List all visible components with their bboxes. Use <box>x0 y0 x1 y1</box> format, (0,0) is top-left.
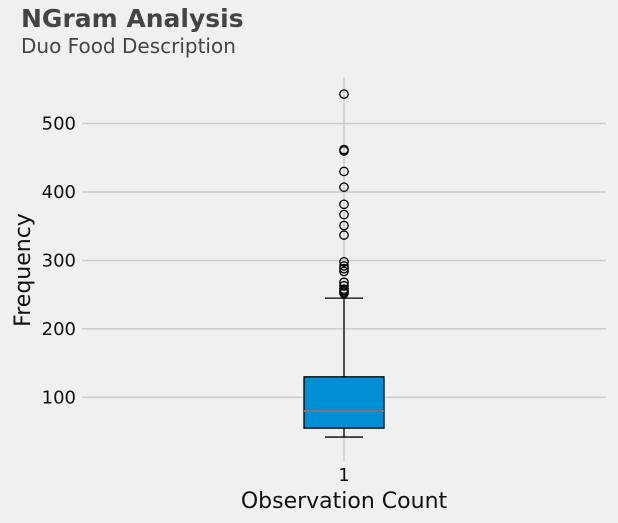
chart-subtitle: Duo Food Description <box>21 34 236 58</box>
chart-title: NGram Analysis <box>21 4 244 33</box>
outlier-point <box>339 199 349 210</box>
outlier-point <box>339 261 349 271</box>
iqr-box <box>303 376 385 429</box>
y-axis-label: Frequency <box>11 213 36 327</box>
outlier-point <box>339 277 349 288</box>
box-layer <box>303 297 385 438</box>
outlier-point <box>339 89 349 99</box>
outlier-point <box>339 284 349 295</box>
outlier-point <box>339 144 349 155</box>
outlier-layer <box>339 89 349 299</box>
y-tick-label: 400 <box>42 182 76 203</box>
outlier-point <box>339 263 349 274</box>
x-axis-label: Observation Count <box>241 489 448 514</box>
y-tick-label: 200 <box>42 319 76 340</box>
outlier-point <box>339 182 349 193</box>
outlier-point <box>339 266 349 277</box>
y-tick-label: 300 <box>42 250 76 271</box>
outlier-point <box>339 280 349 291</box>
x-tick-label: 1 <box>338 465 349 486</box>
y-tick-label: 100 <box>42 387 76 408</box>
y-tick-label: 500 <box>42 114 76 135</box>
outlier-point <box>339 220 349 231</box>
outlier-point <box>339 256 349 267</box>
y-tick-labels: 100 200 300 400 500 <box>42 114 76 409</box>
outlier-point <box>339 166 349 177</box>
outlier-point <box>339 230 349 240</box>
outlier-point <box>339 209 349 220</box>
